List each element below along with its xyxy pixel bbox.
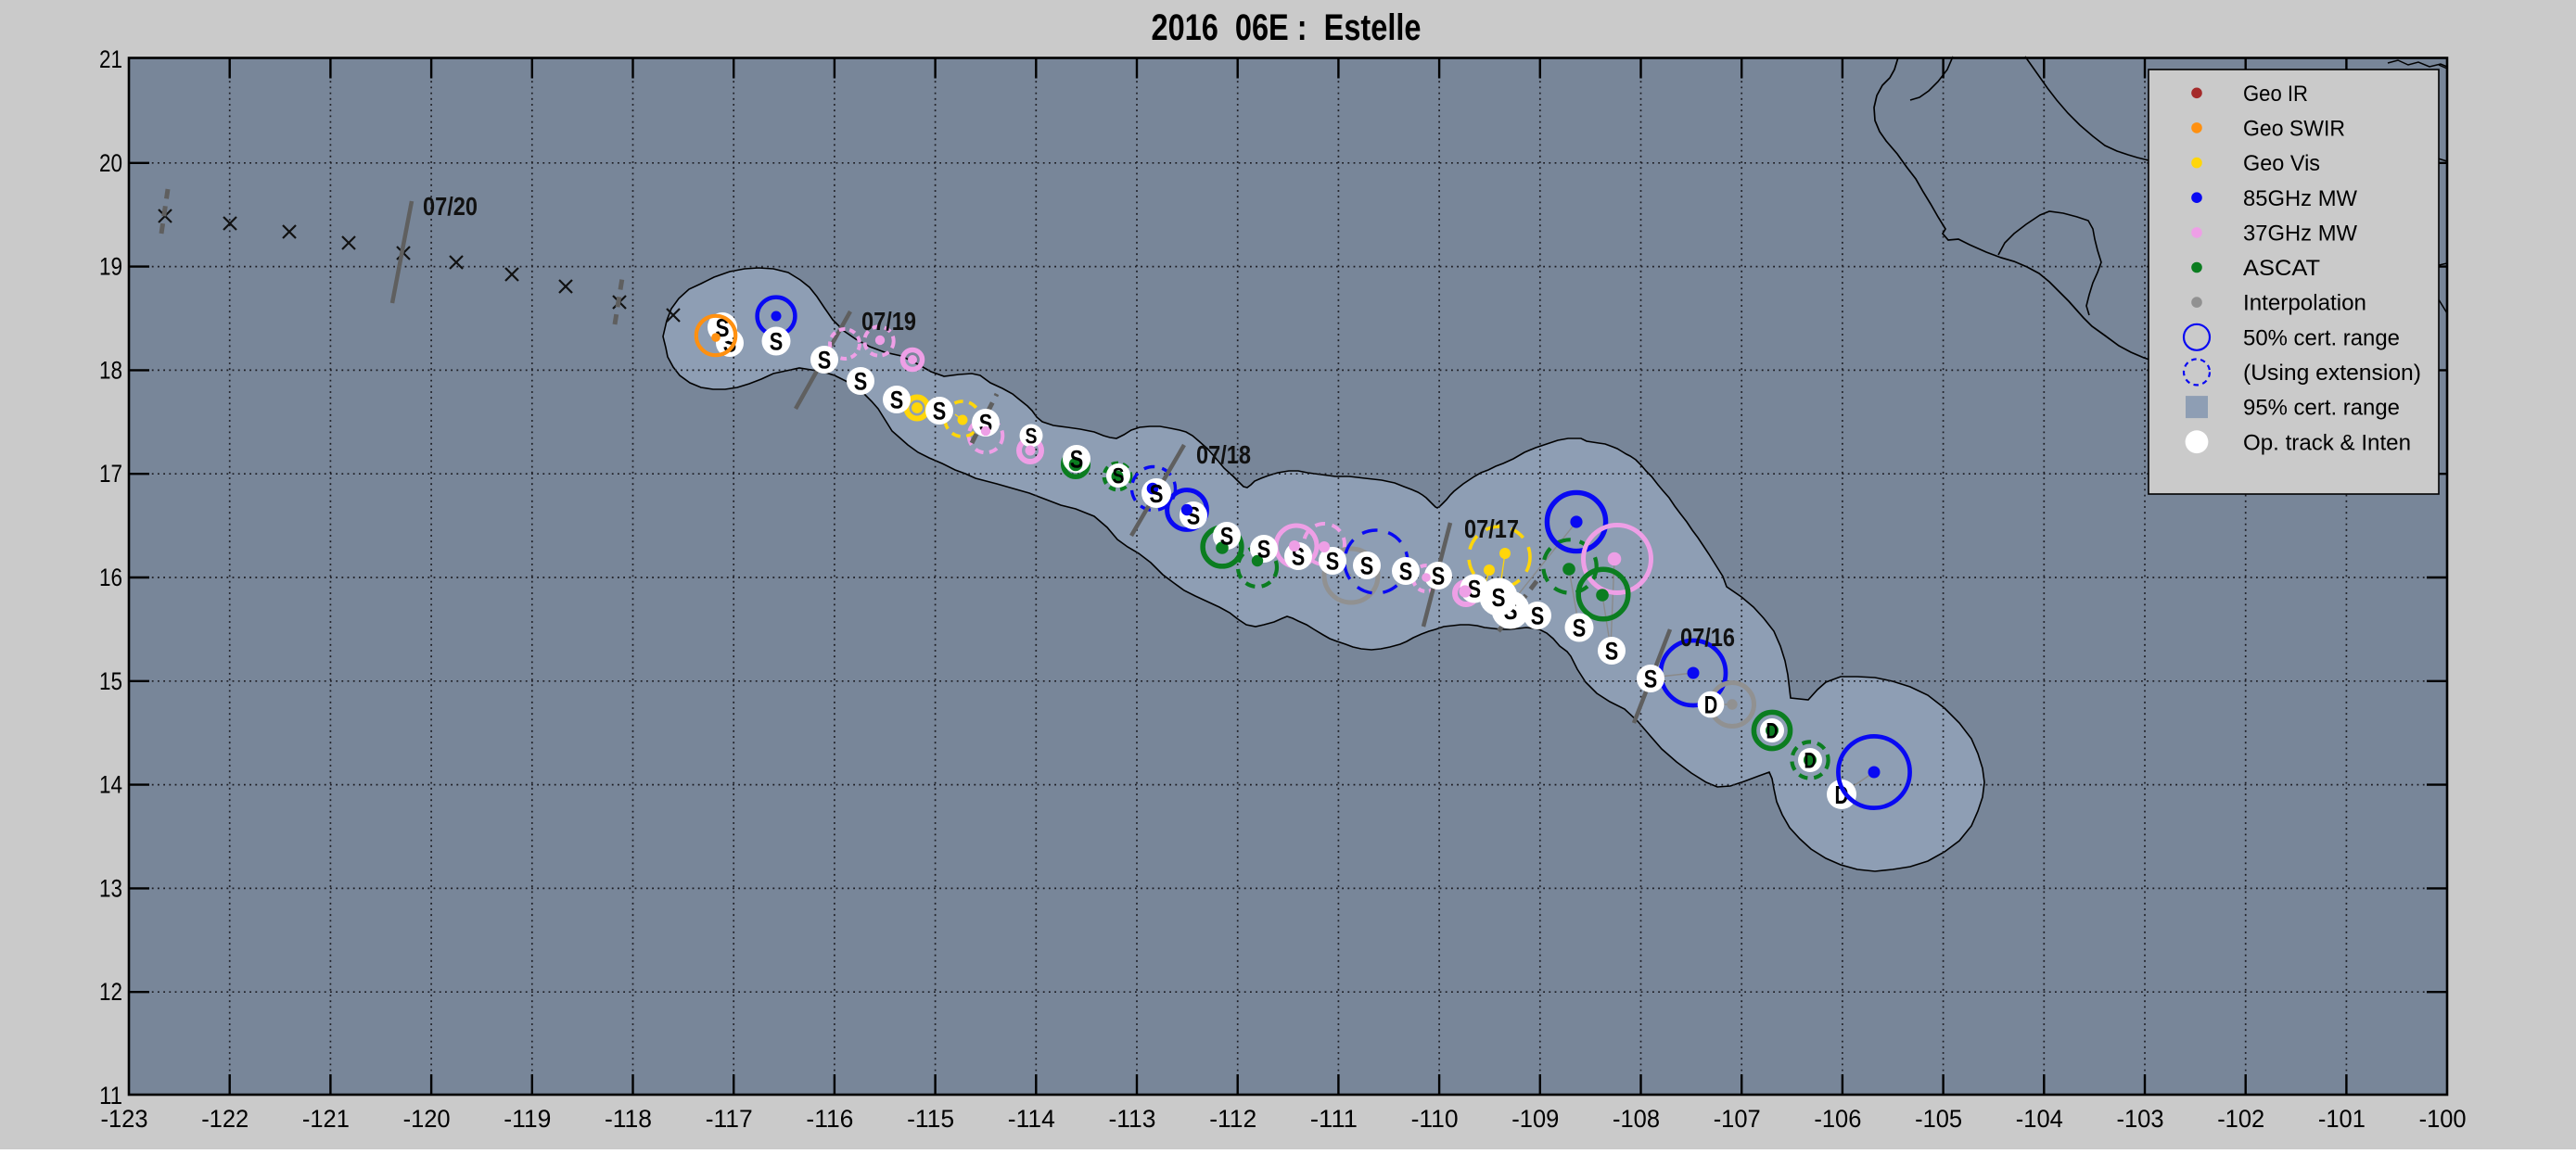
svg-text:-110: -110 — [1411, 1105, 1459, 1133]
svg-text:-116: -116 — [806, 1105, 853, 1133]
svg-text:-101: -101 — [2318, 1105, 2366, 1133]
svg-text:S: S — [1026, 425, 1038, 450]
svg-text:-121: -121 — [302, 1105, 350, 1133]
svg-text:D: D — [1766, 719, 1779, 744]
svg-text:-107: -107 — [1714, 1105, 1761, 1133]
svg-text:-112: -112 — [1209, 1105, 1256, 1133]
svg-text:S: S — [854, 368, 868, 396]
svg-text:S: S — [1468, 576, 1482, 603]
svg-text:07/20: 07/20 — [423, 192, 478, 221]
svg-text:12: 12 — [99, 978, 122, 1006]
svg-text:07/19: 07/19 — [861, 307, 916, 336]
svg-text:-102: -102 — [2217, 1105, 2264, 1133]
svg-text:ASCAT: ASCAT — [2243, 256, 2320, 281]
svg-text:-105: -105 — [1915, 1105, 1962, 1133]
svg-text:S: S — [933, 398, 947, 425]
svg-text:16: 16 — [99, 564, 122, 591]
svg-text:S: S — [1326, 548, 1340, 576]
svg-text:S: S — [1492, 583, 1506, 612]
svg-text:07/18: 07/18 — [1196, 440, 1251, 469]
svg-text:07/16: 07/16 — [1680, 623, 1735, 652]
svg-text:S: S — [818, 347, 832, 374]
svg-text:Interpolation: Interpolation — [2243, 291, 2366, 316]
svg-text:D: D — [1835, 780, 1849, 809]
svg-text:-115: -115 — [907, 1105, 954, 1133]
svg-text:S: S — [1644, 666, 1658, 693]
svg-text:S: S — [1150, 479, 1164, 508]
svg-text:-113: -113 — [1109, 1105, 1156, 1133]
svg-text:11: 11 — [99, 1082, 122, 1110]
svg-text:14: 14 — [99, 771, 122, 799]
svg-text:Geo IR: Geo IR — [2243, 82, 2308, 107]
svg-text:S: S — [1531, 602, 1545, 630]
svg-text:2016 06E : Estelle: 2016 06E : Estelle — [1152, 7, 1422, 48]
svg-text:Geo Vis: Geo Vis — [2243, 151, 2320, 176]
svg-text:S: S — [1257, 536, 1271, 564]
svg-text:-103: -103 — [2117, 1105, 2164, 1133]
svg-text:D: D — [1704, 691, 1718, 719]
svg-text:95% cert. range: 95% cert. range — [2243, 396, 2400, 421]
svg-text:-120: -120 — [403, 1105, 451, 1133]
svg-text:17: 17 — [99, 460, 122, 488]
svg-text:-123: -123 — [101, 1105, 148, 1133]
svg-text:S: S — [1220, 523, 1234, 551]
svg-text:21: 21 — [99, 45, 122, 73]
svg-text:S: S — [890, 387, 904, 414]
svg-text:19: 19 — [99, 253, 122, 281]
svg-text:(Using extension): (Using extension) — [2243, 361, 2421, 386]
svg-text:85GHz MW: 85GHz MW — [2243, 186, 2357, 211]
svg-text:13: 13 — [99, 874, 122, 902]
svg-text:37GHz MW: 37GHz MW — [2243, 222, 2357, 247]
svg-text:-114: -114 — [1008, 1105, 1055, 1133]
svg-text:-111: -111 — [1310, 1105, 1358, 1133]
svg-text:D: D — [1804, 749, 1817, 774]
svg-text:S: S — [1399, 558, 1413, 586]
svg-text:S: S — [1360, 552, 1374, 580]
svg-text:-118: -118 — [605, 1105, 652, 1133]
svg-text:S: S — [1605, 638, 1619, 666]
svg-text:18: 18 — [99, 356, 122, 384]
svg-text:-106: -106 — [1814, 1105, 1861, 1133]
svg-text:Op. track & Inten: Op. track & Inten — [2243, 430, 2411, 455]
svg-text:07/17: 07/17 — [1464, 514, 1519, 543]
svg-text:-109: -109 — [1511, 1105, 1559, 1133]
svg-text:-108: -108 — [1613, 1105, 1660, 1133]
svg-text:S: S — [1573, 615, 1587, 642]
svg-text:20: 20 — [99, 149, 122, 177]
svg-text:S: S — [1070, 446, 1084, 474]
svg-text:15: 15 — [99, 667, 122, 695]
svg-text:-117: -117 — [706, 1105, 753, 1133]
svg-text:50% cert. range: 50% cert. range — [2243, 325, 2400, 350]
svg-text:-100: -100 — [2419, 1105, 2467, 1133]
svg-text:S: S — [1432, 563, 1446, 590]
svg-text:-119: -119 — [504, 1105, 551, 1133]
svg-text:S: S — [1113, 464, 1125, 489]
svg-text:Geo SWIR: Geo SWIR — [2243, 117, 2345, 142]
svg-text:S: S — [770, 328, 784, 356]
svg-text:-104: -104 — [2016, 1105, 2063, 1133]
svg-text:-122: -122 — [201, 1105, 249, 1133]
